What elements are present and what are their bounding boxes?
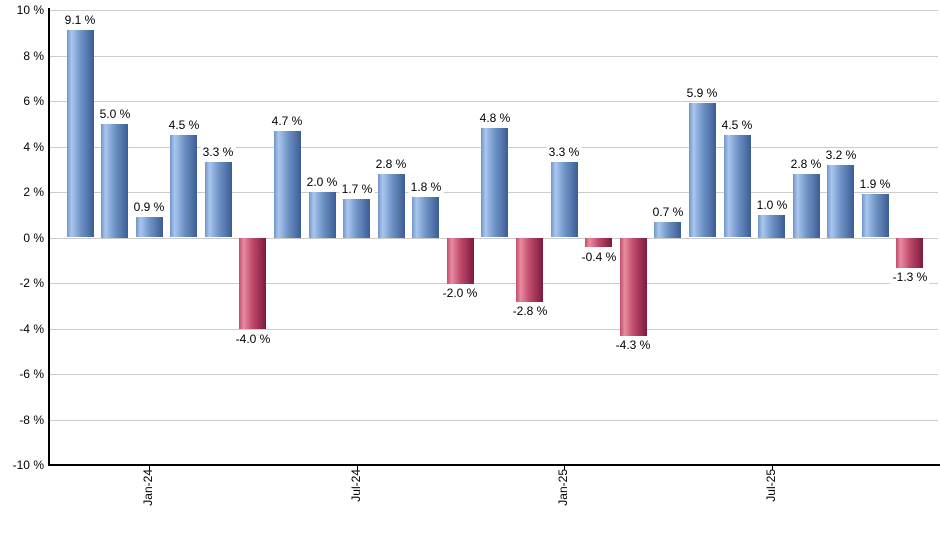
bar-value-label: -4.3 % [613,338,653,352]
bar [654,222,681,238]
bar-value-label: 1.8 % [408,180,444,194]
bar-value-label: 4.5 % [719,118,755,132]
bar [758,215,785,238]
x-tick-label: Jan-24 [141,469,155,506]
gridline [49,329,938,330]
bar [205,162,232,237]
y-tick-label: 6 % [23,94,44,108]
bar-value-label: -0.4 % [579,250,619,264]
bar-value-label: -1.3 % [890,270,930,284]
bar [274,131,301,238]
x-axis-tick [772,464,773,470]
gridline [49,101,938,102]
bar-value-label: 9.1 % [62,13,98,27]
y-tick-label: -2 % [19,276,44,290]
gridline [49,283,938,284]
bar-value-label: 4.8 % [477,111,513,125]
bar-value-label: 4.7 % [269,114,305,128]
y-tick-label: 2 % [23,185,44,199]
bar [516,238,543,302]
bar [896,238,923,268]
x-tick-label: Jul-24 [349,469,363,502]
gridline [49,56,938,57]
bar-value-label: 3.3 % [546,145,582,159]
bar [585,238,612,247]
gridline [49,374,938,375]
bar [447,238,474,284]
y-axis-line [48,8,50,466]
gridline [49,10,938,11]
bar [827,165,854,238]
bar [862,194,889,237]
bar [551,162,578,237]
y-tick-label: 0 % [23,231,44,245]
x-axis-tick [564,464,565,470]
bar-value-label: 3.3 % [200,145,236,159]
bar [378,174,405,238]
bar-value-label: -2.0 % [440,286,480,300]
bar-value-label: 2.8 % [373,157,409,171]
x-tick-label: Jul-25 [764,469,778,502]
x-axis-tick [357,464,358,470]
bar [239,238,266,329]
bar-value-label: 1.0 % [754,198,790,212]
bar-value-label: 1.7 % [339,182,375,196]
bar [724,135,751,237]
bar [67,30,94,237]
bar [620,238,647,336]
bar [309,192,336,238]
bar-value-label: 5.0 % [97,107,133,121]
y-tick-label: -6 % [19,367,44,381]
bar-value-label: 2.0 % [304,175,340,189]
x-axis-tick [149,464,150,470]
y-tick-label: -4 % [19,322,44,336]
y-tick-label: 8 % [23,49,44,63]
bar [343,199,370,238]
gridline [49,420,938,421]
bar-value-label: 1.9 % [857,177,893,191]
x-axis-line [48,464,940,466]
bar-value-label: 4.5 % [166,118,202,132]
y-tick-label: -8 % [19,413,44,427]
bar-value-label: 3.2 % [823,148,859,162]
bar-value-label: 0.9 % [131,200,167,214]
bar-value-label: 5.9 % [684,86,720,100]
bar [101,124,128,238]
x-tick-label: Jan-25 [556,469,570,506]
bar [793,174,820,238]
bar [481,128,508,237]
bar [689,103,716,237]
y-tick-label: -10 % [12,458,44,472]
bar-value-label: 0.7 % [650,205,686,219]
bar [170,135,197,237]
bar-value-label: -2.8 % [510,304,550,318]
y-tick-label: 4 % [23,140,44,154]
bar [412,197,439,238]
bar-value-label: -4.0 % [233,332,273,346]
bar [136,217,163,237]
y-tick-label: 10 % [16,3,44,17]
bar-value-label: 2.8 % [788,157,824,171]
gridline [49,238,938,239]
